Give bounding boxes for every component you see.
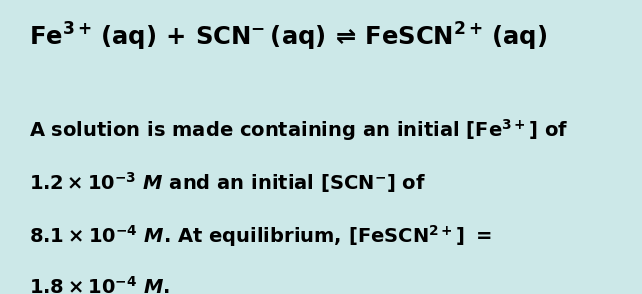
Text: $\mathbf{Fe^{3+}\,(aq)\,+\,SCN^{-}\,(aq)\,\rightleftharpoons\,FeSCN^{2+}\,(aq)}$: $\mathbf{Fe^{3+}\,(aq)\,+\,SCN^{-}\,(aq)…	[29, 21, 547, 53]
Text: $1.8 \times 10^{-4}$ $\mathit{M}$.: $1.8 \times 10^{-4}$ $\mathit{M}$.	[29, 276, 170, 294]
Text: $1.2 \times 10^{-3}$ $\mathit{M}$ and an initial $\left[\mathrm{SCN^{-}}\right]$: $1.2 \times 10^{-3}$ $\mathit{M}$ and an…	[29, 171, 426, 196]
Text: $8.1 \times 10^{-4}$ $\mathit{M}$. At equilibrium, $\left[\mathrm{FeSCN^{2+}}\ri: $8.1 \times 10^{-4}$ $\mathit{M}$. At eq…	[29, 223, 492, 249]
Text: A solution is made containing an initial $\left[\mathrm{Fe^{3+}}\right]$ of: A solution is made containing an initial…	[29, 118, 568, 143]
